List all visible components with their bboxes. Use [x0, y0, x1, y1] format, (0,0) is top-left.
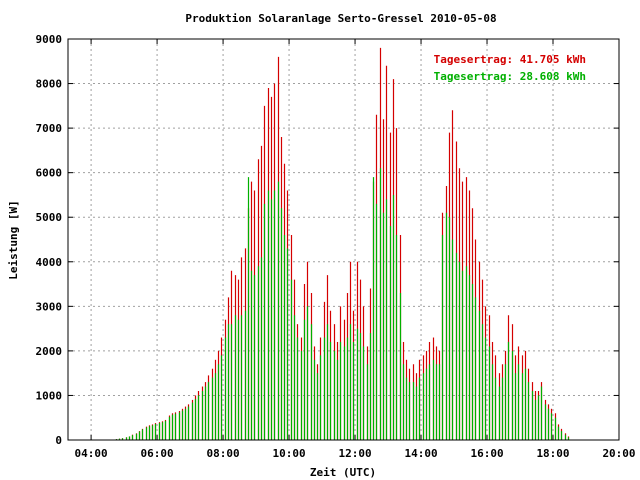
green-series-bars: [115, 168, 570, 440]
y-tick-label: 6000: [36, 167, 63, 180]
legend-green-series: Tagesertrag: 28.608 kWh: [434, 70, 586, 83]
red-series-bars: [115, 47, 570, 440]
legend-red-series: Tagesertrag: 41.705 kWh: [434, 53, 586, 66]
x-tick-label: 04:00: [75, 447, 108, 460]
chart-title: Produktion Solaranlage Serto-Gressel 201…: [185, 12, 496, 25]
y-axis-label: Leistung [W]: [7, 200, 20, 279]
y-tick-label: 9000: [36, 33, 63, 46]
x-axis-label: Zeit (UTC): [310, 466, 376, 479]
x-tick-label: 18:00: [536, 447, 569, 460]
x-tick-label: 06:00: [141, 447, 174, 460]
grid-lines: [68, 39, 619, 440]
y-tick-label: 5000: [36, 211, 63, 224]
y-tick-label: 4000: [36, 256, 63, 269]
x-tick-label: 14:00: [404, 447, 437, 460]
y-tick-label: 0: [55, 434, 62, 447]
y-tick-label: 8000: [36, 78, 63, 91]
y-tick-label: 2000: [36, 345, 63, 358]
y-tick-label: 7000: [36, 122, 63, 135]
plot-area-frame: [67, 38, 620, 441]
x-tick-label: 08:00: [207, 447, 240, 460]
x-tick-label: 20:00: [602, 447, 635, 460]
y-tick-label: 3000: [36, 300, 63, 313]
x-axis-ticks: 04:00 06:00 08:00 10:00 12:00 14:00 16:00 18:00…: [75, 39, 636, 460]
y-tick-label: 1000: [36, 389, 63, 402]
x-tick-label: 12:00: [338, 447, 371, 460]
x-tick-label: 10:00: [272, 447, 305, 460]
x-tick-label: 16:00: [470, 447, 503, 460]
y-axis-ticks: 0 1000 2000 3000 4000 5000 6000 7000 8000 9000: [36, 33, 619, 447]
